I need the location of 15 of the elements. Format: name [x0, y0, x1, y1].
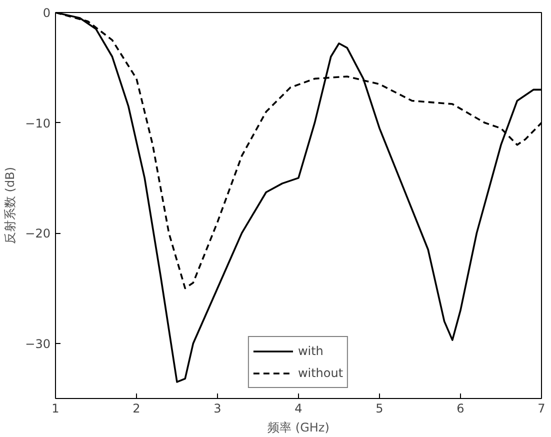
x-tick-label: 3 [214, 402, 222, 416]
x-tick-label: 6 [456, 402, 464, 416]
x-tick-label: 5 [376, 402, 384, 416]
y-tick-label: −20 [25, 226, 51, 241]
x-tick-label: 7 [538, 402, 546, 416]
y-tick-label: −30 [25, 336, 51, 351]
legend-label: without [298, 366, 344, 380]
y-axis-title: 反射系数 (dB) [3, 166, 18, 244]
x-axis-title: 频率 (GHz) [268, 420, 330, 434]
y-tick-label: −10 [25, 116, 51, 130]
legend-label: with [298, 344, 324, 358]
x-tick-label: 1 [52, 402, 60, 416]
x-tick-label: 2 [132, 402, 140, 416]
x-tick-label: 4 [294, 402, 302, 416]
y-tick-label: 0 [42, 6, 51, 20]
